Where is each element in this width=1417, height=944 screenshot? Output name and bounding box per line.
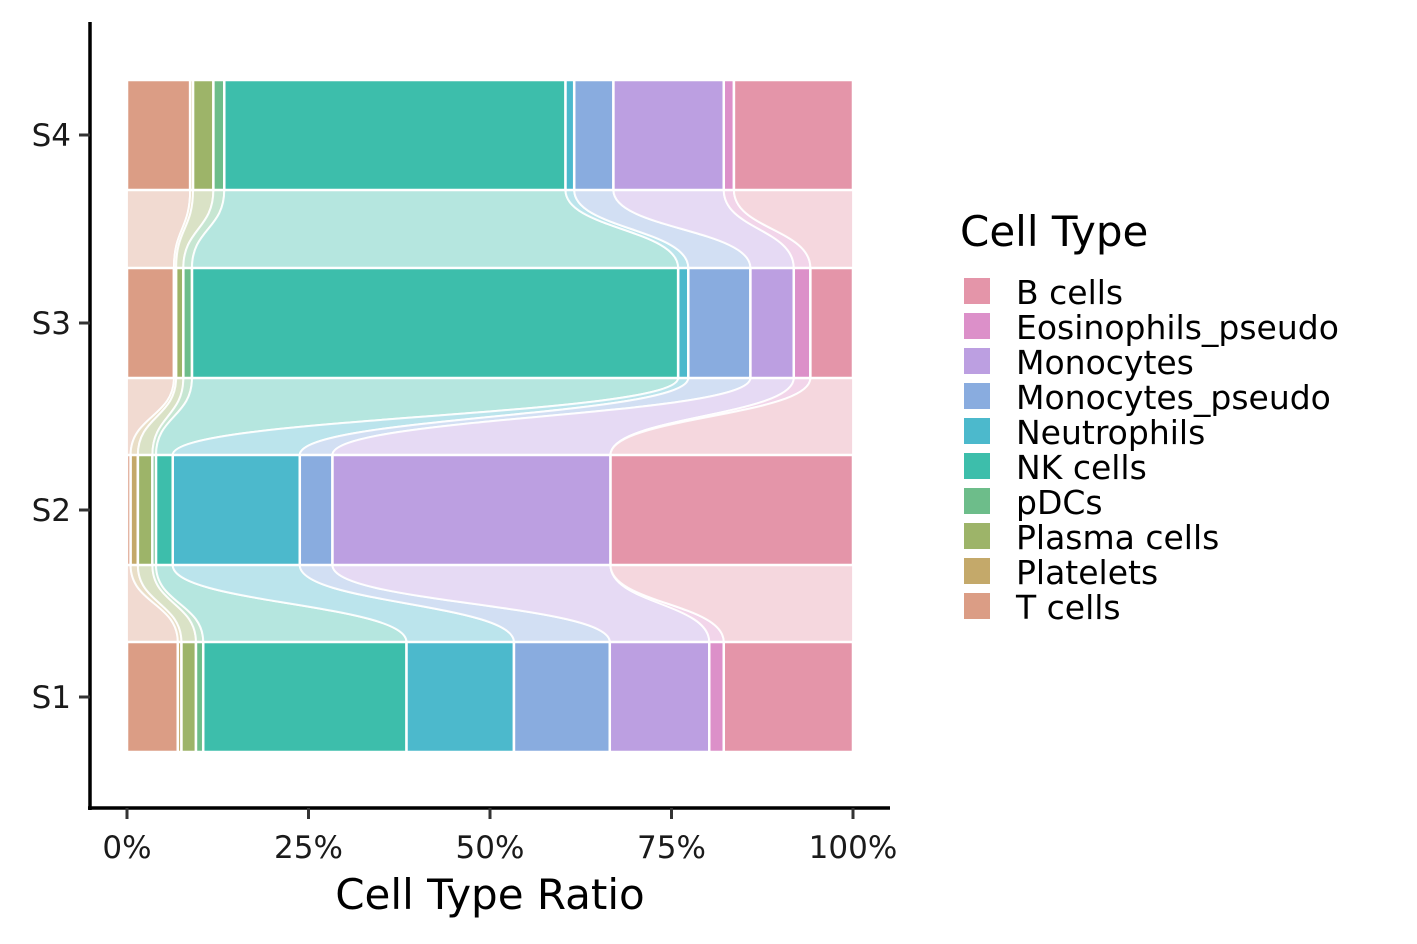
legend-swatch-pdcs: [964, 488, 990, 514]
x-tick-label-0: 0%: [102, 830, 151, 866]
bar-s4-monocytes: [612, 78, 726, 192]
bar-s2-nk-cells: [154, 453, 174, 567]
x-tick-label-1: 25%: [274, 830, 343, 866]
bar-s1-monocytes-pseudo: [512, 640, 612, 754]
bar-s3-neutrophils: [676, 266, 690, 380]
legend-swatch-platelets: [964, 558, 990, 584]
legend-swatch-nk-cells: [964, 453, 990, 479]
bar-s1-plasma-cells: [180, 640, 198, 754]
tick-layer: S1 S2 S3 S4 0% 25% 50% 75% 100%: [32, 118, 898, 866]
legend-swatch-monocytes: [964, 348, 990, 374]
y-tick-label-s1: S1: [32, 680, 71, 716]
legend-swatch-t-cells: [964, 593, 990, 619]
bar-s4-nk-cells: [223, 78, 567, 192]
bar-s1-nk-cells: [201, 640, 408, 754]
legend-label-monocytes-pseudo: Monocytes_pseudo: [1016, 378, 1331, 417]
bar-s3-b-cells: [809, 266, 855, 380]
legend-swatch-monocytes-pseudo: [964, 383, 990, 409]
legend-label-neutrophils: Neutrophils: [1016, 413, 1205, 452]
bar-s4-monocytes-pseudo: [572, 78, 615, 192]
bar-s4-t-cells: [125, 78, 192, 192]
legend-label-plasma-cells: Plasma cells: [1016, 518, 1219, 557]
y-tick-label-s2: S2: [32, 493, 71, 529]
x-axis-title: Cell Type Ratio: [335, 870, 645, 919]
bar-s1-neutrophils: [405, 640, 516, 754]
bar-layer: [125, 78, 855, 754]
legend-label-monocytes: Monocytes: [1016, 343, 1194, 382]
bar-s3-monocytes: [749, 266, 796, 380]
bar-s1-t-cells: [125, 640, 180, 754]
legend: Cell Type B cellsEosinophils_pseudoMonoc…: [960, 207, 1339, 627]
legend-label-pdcs: pDCs: [1016, 483, 1103, 522]
bar-s2-plasma-cells: [136, 453, 154, 567]
y-tick-label-s4: S4: [32, 118, 71, 154]
bar-s4-b-cells: [732, 78, 855, 192]
y-tick-label-s3: S3: [32, 306, 71, 342]
flow-b-cells-s1-s2: [609, 564, 855, 643]
flow-b-cells-s2-s3: [609, 377, 855, 456]
bar-s2-monocytes-pseudo: [298, 453, 334, 567]
bar-s4-plasma-cells: [191, 78, 215, 192]
bar-s1-eosinophils-pseudo: [708, 640, 726, 754]
legend-swatch-plasma-cells: [964, 523, 990, 549]
bar-s4-eosinophils-pseudo: [722, 78, 736, 192]
flow-band-s1-s2: [125, 563, 855, 644]
bar-s2-monocytes: [331, 453, 612, 567]
bar-s4-pdcs: [212, 78, 226, 192]
legend-label-b-cells: B cells: [1016, 273, 1123, 312]
bar-s4-neutrophils: [564, 78, 576, 192]
x-tick-label-4: 100%: [809, 830, 898, 866]
legend-title: Cell Type: [960, 207, 1148, 256]
x-tick-label-2: 50%: [456, 830, 525, 866]
bar-s2-b-cells: [609, 453, 855, 567]
bar-s3-t-cells: [125, 266, 176, 380]
bar-s3-nk-cells: [190, 266, 680, 380]
bar-s1-monocytes: [608, 640, 711, 754]
legend-label-nk-cells: NK cells: [1016, 448, 1147, 487]
bar-s1-b-cells: [722, 640, 855, 754]
bar-s2-neutrophils: [171, 453, 302, 567]
bar-s3-eosinophils-pseudo: [792, 266, 812, 380]
legend-swatch-neutrophils: [964, 418, 990, 444]
flow-layer: [125, 188, 855, 644]
legend-swatch-eosinophils-pseudo: [964, 313, 990, 339]
bar-s3-monocytes-pseudo: [687, 266, 752, 380]
legend-label-t-cells: T cells: [1015, 588, 1121, 627]
legend-label-eosinophils-pseudo: Eosinophils_pseudo: [1016, 308, 1339, 347]
legend-label-platelets: Platelets: [1016, 553, 1158, 592]
x-tick-label-3: 75%: [637, 830, 706, 866]
bar-s3-pdcs: [182, 266, 194, 380]
legend-items: B cellsEosinophils_pseudoMonocytesMonocy…: [964, 273, 1339, 627]
legend-swatch-b-cells: [964, 278, 990, 304]
